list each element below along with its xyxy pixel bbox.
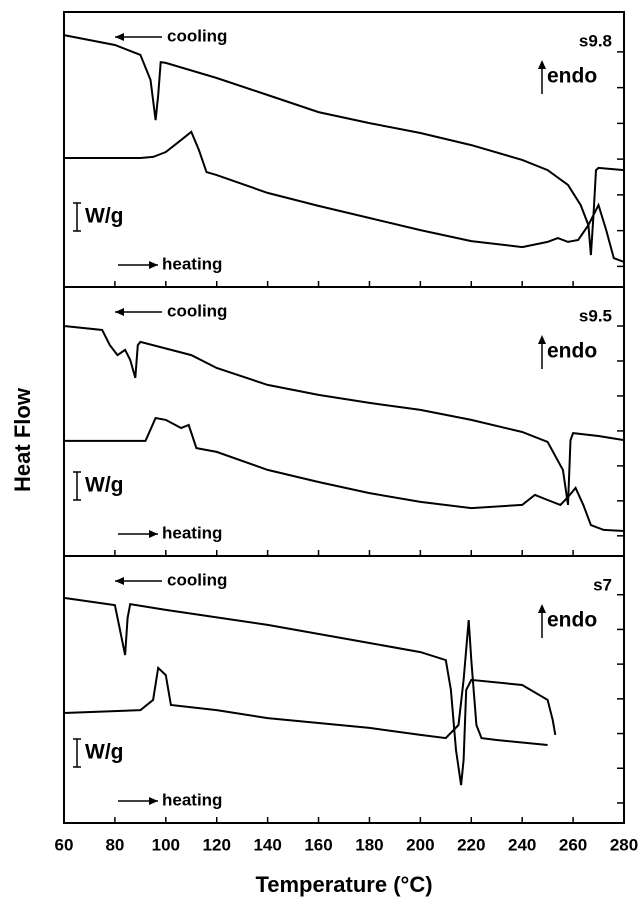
y-axis-title: Heat Flow <box>10 387 35 492</box>
x-tick-label: 200 <box>406 835 434 854</box>
scale-bar <box>73 738 81 768</box>
sample-label: s9.5 <box>579 306 612 325</box>
arrow-head <box>149 530 158 538</box>
endo-label: endo <box>547 65 597 88</box>
x-tick-label: 160 <box>304 835 332 854</box>
series-label: heating <box>162 523 222 542</box>
scale-bar <box>73 471 81 501</box>
x-tick-label: 180 <box>355 835 383 854</box>
curve <box>64 130 625 263</box>
series-label: heating <box>162 254 222 273</box>
panel-frame <box>63 11 625 288</box>
x-tick-label: 120 <box>203 835 231 854</box>
series-label: cooling <box>167 570 227 589</box>
panel-frame <box>63 555 625 824</box>
x-axis-title: Temperature (°C) <box>255 872 432 897</box>
arrow-head <box>149 797 158 805</box>
scale-label: W/g <box>85 741 123 764</box>
scale-label: W/g <box>85 205 123 228</box>
endo-arrow-head <box>538 60 546 69</box>
curve <box>63 620 548 746</box>
scale-label: W/g <box>85 474 123 497</box>
endo-arrow-head <box>538 335 546 344</box>
series-label: cooling <box>167 301 227 320</box>
x-tick-label: 80 <box>105 835 124 854</box>
endo-label: endo <box>547 340 597 363</box>
x-tick-label: 60 <box>55 835 74 854</box>
scale-bar <box>73 202 81 232</box>
curve <box>63 34 625 256</box>
curve <box>63 325 625 506</box>
x-tick-label: 240 <box>508 835 536 854</box>
sample-label: s9.8 <box>579 31 612 50</box>
arrow-head <box>115 33 124 41</box>
x-tick-label: 140 <box>253 835 281 854</box>
endo-arrow-head <box>538 604 546 613</box>
x-tick-label: 100 <box>152 835 180 854</box>
arrow-head <box>115 577 124 585</box>
x-tick-label: 260 <box>559 835 587 854</box>
series-label: heating <box>162 790 222 809</box>
sample-label: s7 <box>593 575 612 594</box>
panel-frame <box>63 286 625 557</box>
endo-label: endo <box>547 609 597 632</box>
arrow-head <box>149 261 158 269</box>
x-tick-label: 220 <box>457 835 485 854</box>
curve <box>64 416 625 532</box>
series-label: cooling <box>167 26 227 45</box>
curve <box>63 596 557 786</box>
arrow-head <box>115 308 124 316</box>
x-tick-label: 280 <box>610 835 638 854</box>
